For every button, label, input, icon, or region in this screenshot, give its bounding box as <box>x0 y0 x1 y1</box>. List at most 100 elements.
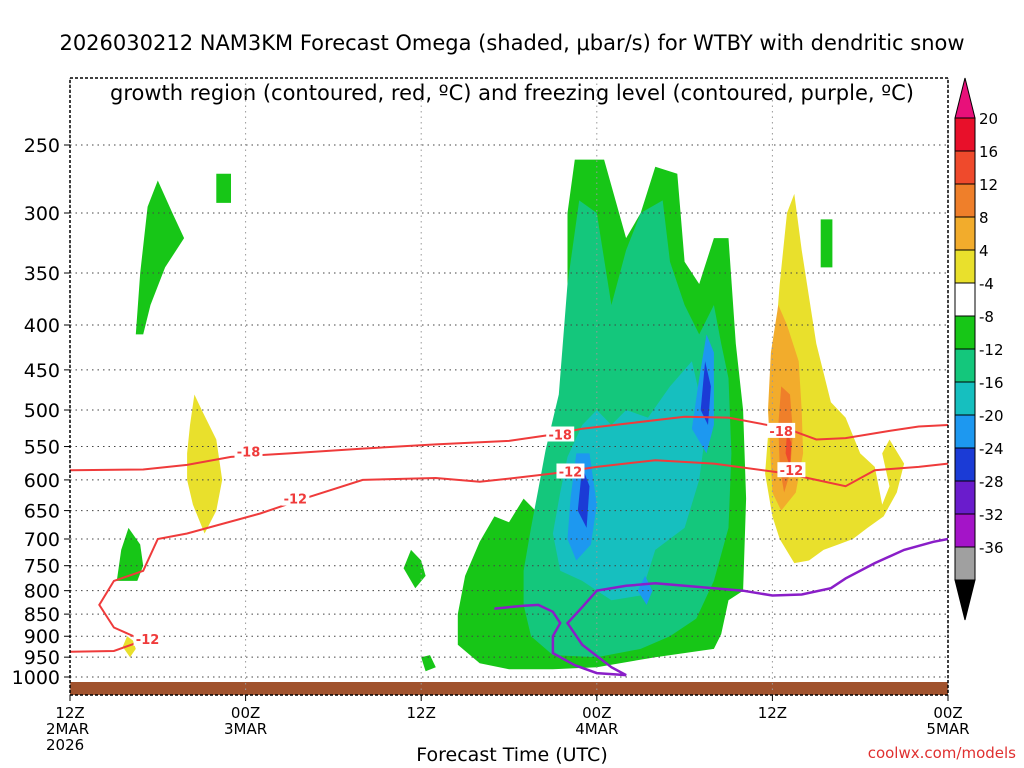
x-tick-label-0-0: 12Z <box>55 704 84 722</box>
omega-region-2 <box>116 527 144 581</box>
y-tick-label-800: 800 <box>24 581 60 603</box>
label-upper-2-bg <box>546 426 575 442</box>
y-tick-label-750: 750 <box>24 556 60 578</box>
label-upper-1-bg <box>234 443 263 459</box>
x-tick-label-12-1: 3MAR <box>224 720 267 738</box>
terrain-layer <box>70 682 948 695</box>
x-tick-label-36-0: 00Z <box>582 704 611 722</box>
colorbar-label-13: -36 <box>979 539 1004 557</box>
y-tick-label-1000: 1000 <box>12 667 60 689</box>
colorbar-segment-5 <box>954 282 976 317</box>
x-tick-label-0-1: 2MAR <box>46 720 89 738</box>
x-tick-label-60-0: 00Z <box>933 704 962 722</box>
freezing-level-contour <box>494 537 949 677</box>
label-upper-1: -18 <box>237 445 261 460</box>
terrain-band <box>70 682 948 695</box>
y-tick-label-850: 850 <box>24 604 60 626</box>
label-lower-1: -12 <box>284 493 308 508</box>
colorbar-label-9: -20 <box>979 407 1004 425</box>
x-tick-label-24-0: 12Z <box>407 704 436 722</box>
colorbar-label-5: -4 <box>979 275 994 293</box>
colorbar-top-arrow <box>954 77 976 119</box>
x-tick-label-60-1: 5MAR <box>926 720 969 738</box>
label-lower-3-bg <box>777 462 806 478</box>
label-upper-3-bg <box>767 422 796 438</box>
grid-layer <box>69 78 949 695</box>
label-lower-2: -12 <box>559 466 583 481</box>
colorbar-segment-11 <box>954 480 976 515</box>
colorbar-label-0: 20 <box>979 110 998 128</box>
omega-region-11 <box>637 575 653 605</box>
colorbar-segment-8 <box>954 381 976 416</box>
dendritic-lower-contour <box>69 459 949 653</box>
y-tick-label-700: 700 <box>24 529 60 551</box>
colorbar-segment-4 <box>954 249 976 284</box>
x-tick-label-36-1: 4MAR <box>575 720 618 738</box>
omega-region-3 <box>820 219 833 268</box>
omega-region-15 <box>122 636 136 658</box>
x-axis-label: Forecast Time (UTC) <box>416 744 608 766</box>
colorbar-segment-3 <box>954 216 976 251</box>
label-upper-3: -18 <box>769 425 793 440</box>
label-lower-4: -12 <box>136 633 160 648</box>
omega-region-13 <box>700 361 711 425</box>
y-tick-label-550: 550 <box>24 437 60 459</box>
y-tick-label-450: 450 <box>24 360 60 382</box>
colorbar: 20 16 12 8 4 -4 -8 -12 -16 -20 -24 -28 -32 -36 <box>954 77 1004 621</box>
y-tick-label-300: 300 <box>24 203 60 225</box>
chart-title: 2026030212 NAM3KM Forecast Omega (shaded… <box>0 6 1024 131</box>
omega-region-4 <box>403 549 426 589</box>
label-lower-1-bg <box>281 490 310 506</box>
colorbar-label-7: -12 <box>979 341 1004 359</box>
y-tick-label-500: 500 <box>24 400 60 422</box>
colorbar-segment-2 <box>954 183 976 218</box>
dendritic-upper-contour <box>69 415 949 472</box>
y-tick-label-950: 950 <box>24 647 60 669</box>
colorbar-label-10: -24 <box>979 440 1004 458</box>
colorbar-segment-10 <box>954 447 976 482</box>
label-lower-4-bg <box>133 630 162 646</box>
colorbar-segment-1 <box>954 150 976 185</box>
plot-frame <box>69 77 949 696</box>
colorbar-segment-12 <box>954 513 976 548</box>
credit-text: coolwx.com/models <box>867 744 1016 762</box>
colorbar-label-2: 12 <box>979 176 998 194</box>
title-line-1: 2026030212 NAM3KM Forecast Omega (shaded… <box>59 31 965 55</box>
pressure-axis: 2503003504004505005506006507007508008509… <box>12 135 70 689</box>
contour-layer: -18 -18 -18 -12 -12 -12 -12 <box>69 415 949 677</box>
title-line-2: growth region (contoured, red, ºC) and f… <box>110 81 914 105</box>
y-tick-label-900: 900 <box>24 626 60 648</box>
colorbar-segment-9 <box>954 414 976 449</box>
colorbar-segment-6 <box>954 315 976 350</box>
colorbar-segment-0 <box>954 117 976 152</box>
omega-region-6 <box>421 655 436 672</box>
label-upper-2: -18 <box>548 429 572 444</box>
x-tick-label-0-2: 2026 <box>46 736 84 754</box>
x-tick-label-48-0: 12Z <box>758 704 787 722</box>
omega-region-12 <box>577 466 590 528</box>
colorbar-label-4: 4 <box>979 242 989 260</box>
y-tick-label-400: 400 <box>24 315 60 337</box>
y-tick-label-650: 650 <box>24 501 60 523</box>
y-tick-label-250: 250 <box>24 135 60 157</box>
colorbar-label-6: -8 <box>979 308 994 326</box>
colorbar-label-11: -28 <box>979 473 1004 491</box>
omega-region-1 <box>216 173 231 203</box>
x-tick-label-12-0: 00Z <box>231 704 260 722</box>
omega-region-14 <box>187 394 223 534</box>
colorbar-label-1: 16 <box>979 143 998 161</box>
y-tick-label-600: 600 <box>24 470 60 492</box>
colorbar-label-3: 8 <box>979 209 989 227</box>
y-tick-label-350: 350 <box>24 263 60 285</box>
label-lower-3: -12 <box>780 464 804 479</box>
label-lower-2-bg <box>556 463 585 479</box>
colorbar-segment-7 <box>954 348 976 383</box>
colorbar-bottom-arrow <box>954 579 976 621</box>
colorbar-label-8: -16 <box>979 374 1004 392</box>
omega-region-19 <box>785 432 792 467</box>
omega-region-0 <box>135 180 185 335</box>
colorbar-label-12: -32 <box>979 506 1004 524</box>
colorbar-segment-13 <box>954 546 976 581</box>
